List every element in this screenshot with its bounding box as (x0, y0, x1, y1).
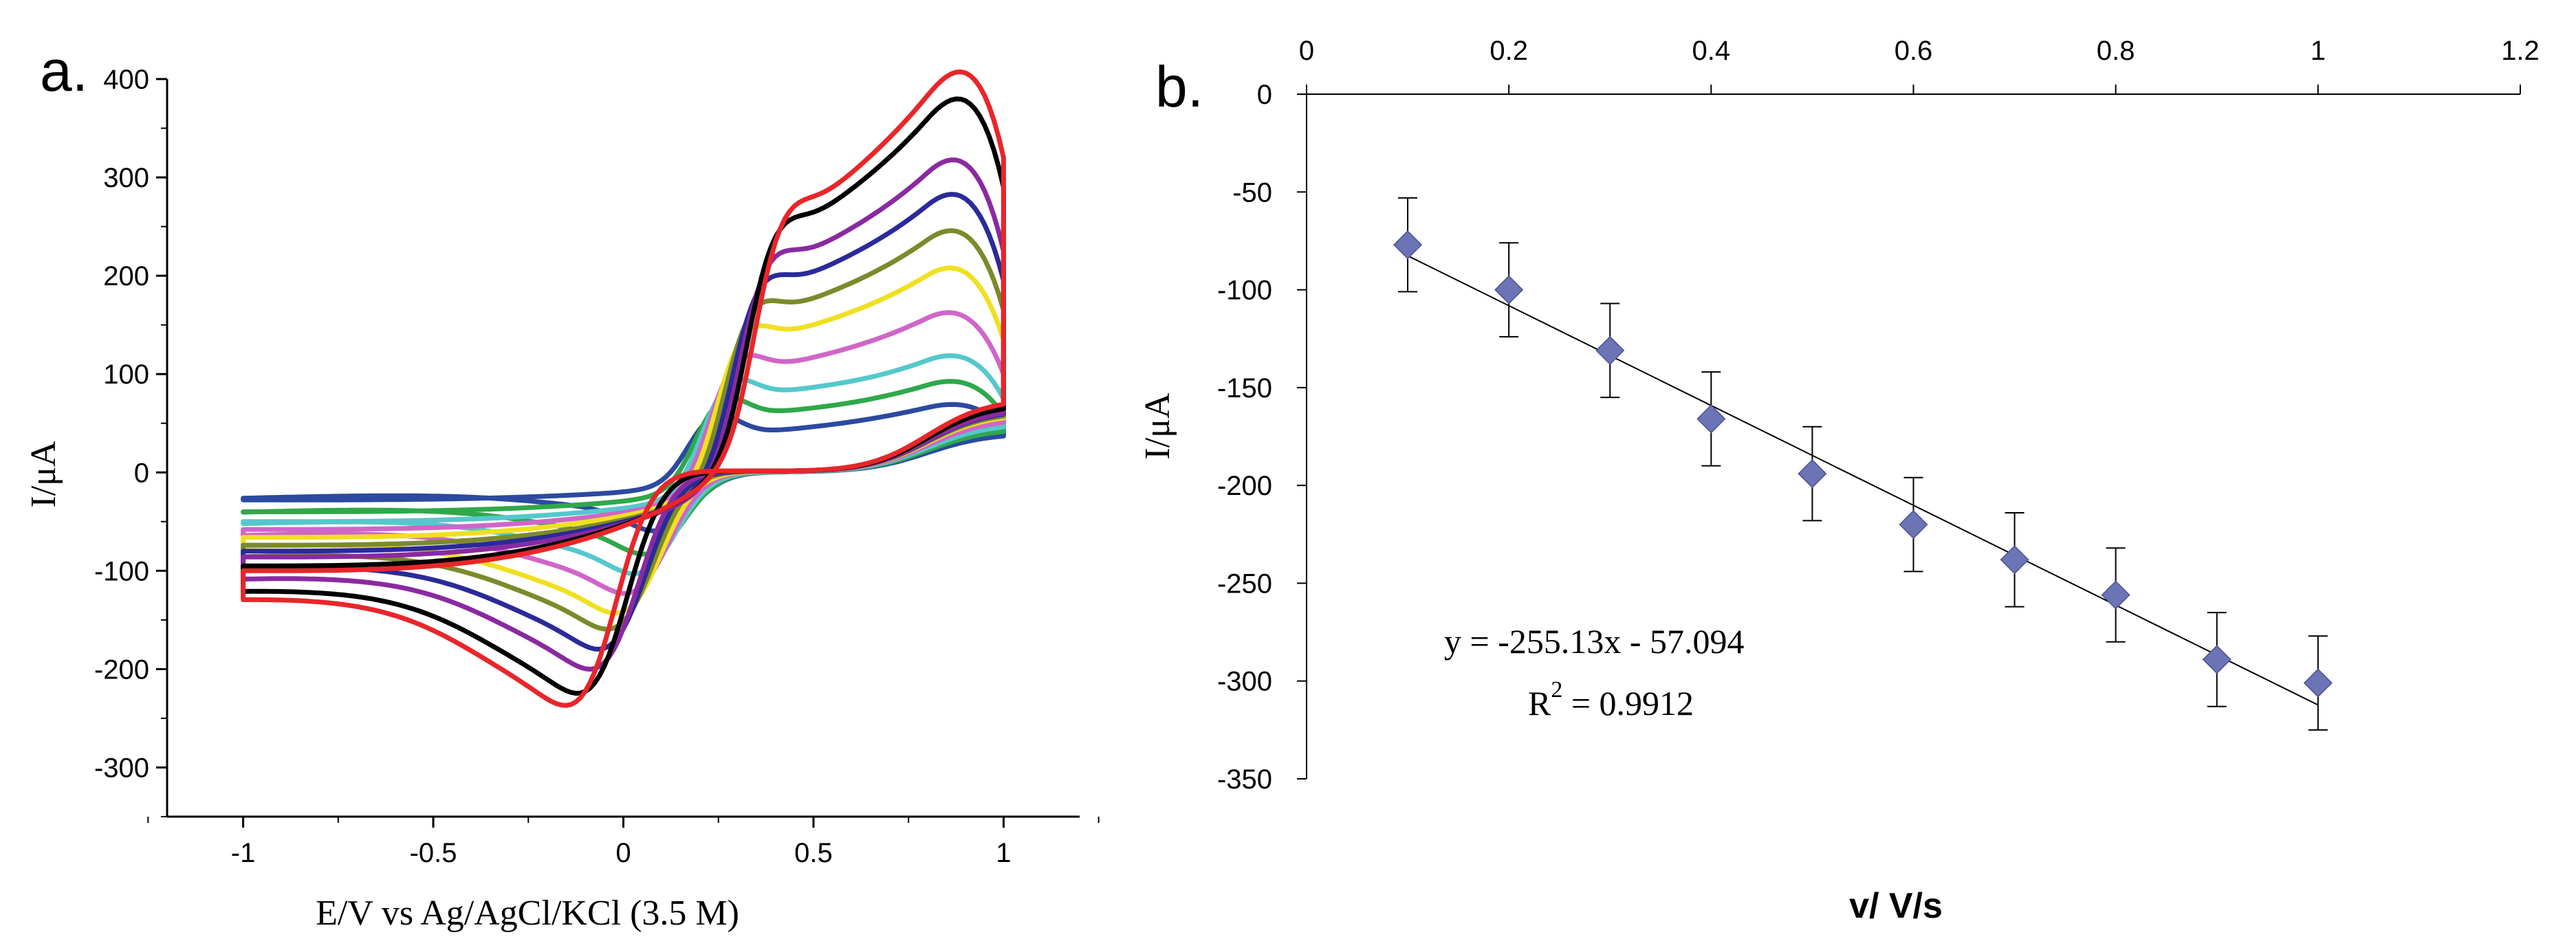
panel-b-y-tick-label: -50 (1232, 177, 1272, 208)
regression-equation: y = -255.13x - 57.094 (1444, 622, 1745, 661)
data-point-marker (1696, 404, 1726, 434)
data-point-marker (1595, 335, 1625, 365)
data-point-marker (2303, 668, 2333, 698)
cv-curve-10 (241, 69, 1006, 708)
data-point-marker (1798, 459, 1827, 489)
cv-curve-5 (241, 265, 1006, 616)
data-point-marker (2202, 645, 2231, 674)
panel-a-y-tick-label: -100 (94, 556, 149, 586)
cv-curve-1 (241, 401, 1006, 533)
panel-b-y-tick-label: -200 (1217, 471, 1272, 501)
panel-a-y-tick-label: 0 (134, 458, 149, 488)
panel-b-y-axis-label: I/μA (1138, 393, 1177, 460)
r-squared-value: = 0.9912 (1562, 684, 1694, 722)
panel-a-y-axis-label: I/μA (24, 441, 63, 508)
panel-b-x-tick-label: 1.2 (2501, 36, 2540, 66)
data-point-marker (1393, 230, 1423, 260)
panel-a-y-tick-label: 100 (103, 360, 149, 390)
panel-b-y-tick-label: -300 (1217, 667, 1272, 697)
data-points (1393, 197, 2333, 731)
panel-b-y-tick-label: -150 (1217, 373, 1272, 404)
panel-b-x-tick-label: 0.2 (1489, 36, 1528, 66)
r-squared: R2 = 0.9912 (1528, 677, 1694, 722)
panel-b-y-tick-label: -100 (1217, 276, 1272, 306)
data-point-marker (1494, 275, 1524, 305)
panel-a-y-tick-label: -200 (94, 654, 149, 685)
panel-b-x-tick-label: 0.6 (1895, 36, 1933, 66)
panel-b-x-axis-label: v/ V/s (1849, 886, 1943, 926)
panel-b-scatter-chart: b. 0 0.2 0.4 0.6 0.8 1 1.2 0 -50 -100 -150 -200 -250… (1138, 36, 2540, 926)
panel-b-x-tick-label: 0.4 (1692, 36, 1731, 66)
panel-b-y-tick-label: 0 (1257, 80, 1272, 110)
data-point-marker (1899, 509, 1928, 540)
panel-a-y-tick-label: 200 (103, 261, 149, 291)
panel-b-axes: 0 0.2 0.4 0.6 0.8 1 1.2 0 -50 -100 -150 -200 -250 -30… (1217, 36, 2540, 795)
panel-b-label: b. (1155, 54, 1203, 119)
panel-a-axes: -300 -200 -100 0 100 200 300 400 -1 -0.5 0 0.5 1 (94, 65, 1100, 868)
panel-a-y-tick-label: 400 (103, 65, 149, 95)
panel-b-y-tick-label: -250 (1217, 568, 1272, 599)
panel-b-x-tick-label: 1 (2311, 36, 2326, 66)
cv-curve-9 (241, 96, 1006, 696)
trendline (1407, 255, 2319, 706)
panel-b-x-tick-label: 0.8 (2097, 36, 2135, 66)
panel-b-y-tick-label: -350 (1217, 764, 1272, 795)
panel-a-label: a. (40, 38, 88, 103)
panel-a-x-tick-label: 1 (996, 838, 1011, 868)
panel-a-x-tick-label: -0.5 (410, 838, 457, 868)
r-squared-prefix: R (1528, 684, 1551, 722)
trendline-line (1407, 255, 2319, 706)
cv-curve-8 (241, 157, 1006, 672)
panel-a-x-axis-label: E/V vs Ag/AgCl/KCl (3.5 M) (316, 894, 739, 933)
panel-a-y-tick-label: 300 (103, 163, 149, 193)
panel-a-x-tick-label: 0.5 (794, 838, 833, 868)
panel-a-x-tick-label: 0 (615, 838, 631, 868)
data-point-marker (2000, 545, 2029, 575)
data-point-marker (2101, 580, 2130, 610)
panel-b-x-tick-label: 0 (1299, 36, 1314, 66)
cv-curves (241, 69, 1006, 708)
r-squared-superscript: 2 (1551, 677, 1562, 703)
panel-a-y-tick-label: -300 (94, 753, 149, 783)
panel-a-x-tick-label: -1 (231, 838, 256, 868)
